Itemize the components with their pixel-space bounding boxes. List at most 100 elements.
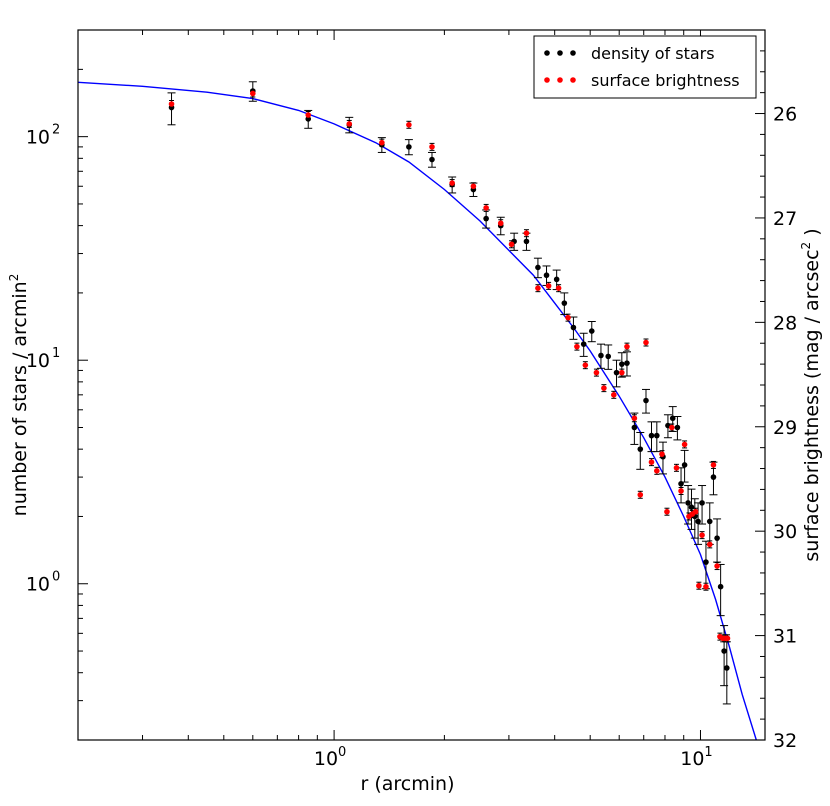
y2-tick-label: 27 [773, 208, 797, 230]
legend-marker [544, 50, 550, 56]
density-point [710, 474, 717, 480]
density-point [483, 215, 489, 222]
density-point [648, 432, 655, 439]
brightness-point [406, 121, 412, 128]
density-point [624, 360, 630, 366]
brightness-point [523, 230, 530, 236]
density-point [717, 583, 724, 590]
brightness-point [535, 285, 541, 291]
model-curve-layer [78, 81, 757, 740]
legend-marker [557, 77, 563, 83]
brightness-point [692, 508, 699, 515]
brightness-point [668, 424, 675, 431]
density-point [619, 361, 625, 367]
brightness-point [631, 415, 638, 422]
brightness-point [624, 343, 630, 350]
y-tick-label-base: 10 [26, 127, 50, 149]
model-fit-line [78, 81, 757, 740]
brightness-point [643, 339, 649, 346]
x-tick-label: 100 [314, 745, 346, 770]
brightness-point [574, 343, 580, 350]
brightness-point [681, 441, 688, 448]
legend-label: density of stars [591, 44, 715, 63]
brightness-point [565, 314, 571, 321]
brightness-point [673, 465, 680, 471]
y2-axis-label-superscript: 2 [799, 242, 813, 250]
density-point [669, 415, 676, 422]
density-point [570, 324, 577, 331]
density-point [305, 116, 312, 122]
x-axis-label: r (arcmin) [361, 773, 455, 795]
density-point [543, 272, 550, 279]
brightness-point [637, 491, 644, 498]
density-point [631, 424, 638, 431]
brightness-point [168, 101, 175, 107]
brightness-point [710, 462, 717, 468]
x-tick-label-exp: 1 [704, 745, 712, 760]
brightness-point [724, 635, 731, 642]
brightness-point [664, 508, 670, 515]
y-tick-label: 10 [26, 127, 50, 149]
x-tick-label-base: 10 [314, 748, 338, 770]
density-point [714, 535, 720, 541]
brightness-point [703, 583, 709, 590]
density-point [703, 559, 709, 565]
legend-label: surface brightness [591, 71, 740, 90]
y2-tick-label: 26 [773, 104, 797, 126]
density-point [523, 238, 530, 245]
brightness-point [555, 285, 562, 291]
density-point [654, 432, 660, 439]
y-tick-label: 10 [26, 574, 50, 596]
brightness-point [497, 220, 504, 227]
brightness-point [593, 369, 600, 376]
x-tick-label: 101 [680, 745, 712, 770]
brightness-point [678, 488, 684, 494]
legend-marker [557, 50, 563, 56]
y2-axis-label-text: surface brightness (mag / arcsec [801, 249, 823, 561]
density-point [605, 353, 612, 360]
y2-tick-label: 31 [773, 626, 797, 648]
brightness-point [483, 205, 489, 211]
y-tick-label: 10 [26, 350, 50, 372]
y2-tick-label: 32 [773, 730, 797, 752]
density-point [688, 504, 695, 511]
density-point [588, 328, 595, 334]
legend-marker [544, 77, 550, 83]
y-tick-label-base: 10 [26, 574, 50, 596]
y-tick-label-exp: 1 [52, 346, 60, 361]
brightness-point [619, 369, 625, 376]
y-tick-label-exp: 2 [52, 123, 60, 138]
brightness-point [470, 183, 477, 190]
brightness-point [696, 582, 702, 589]
density-point [724, 665, 730, 671]
density-point [699, 500, 705, 506]
density-point [695, 518, 701, 525]
density-point [685, 500, 691, 506]
density-point [535, 264, 541, 271]
brightness-point [699, 532, 705, 538]
density-point [429, 156, 435, 163]
brightness-point [654, 468, 660, 474]
brightness-point [305, 112, 312, 118]
density-point [674, 424, 681, 431]
density-point [580, 341, 587, 347]
y2-axis-label-end: ) [801, 228, 823, 241]
brightness-point [611, 392, 617, 398]
brightness-point [379, 139, 385, 146]
density-point [561, 300, 568, 306]
brightness-point [449, 180, 455, 186]
brightness-point [659, 451, 665, 457]
legend-box [533, 35, 757, 99]
y-axis-label-superscript: 2 [7, 274, 21, 282]
legend: density of stars surface brightness [533, 35, 757, 99]
legend-marker [570, 77, 576, 83]
brightness-point [714, 563, 720, 569]
density-point [406, 144, 412, 150]
density-point [721, 648, 727, 654]
legend-marker [570, 50, 576, 56]
density-point [613, 369, 620, 376]
brightness-point [429, 144, 435, 150]
density-point [643, 397, 649, 404]
